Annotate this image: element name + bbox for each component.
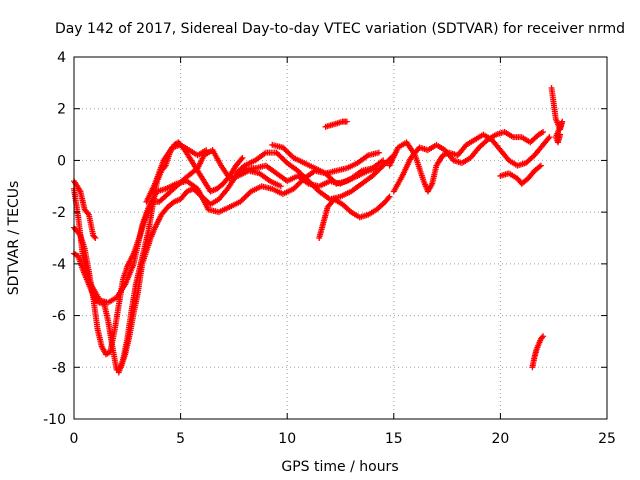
data-point xyxy=(546,134,553,141)
axis-ticks: 0 5 10 15 20 25 -10 -8 -6 -4 -2 0 2 4 xyxy=(43,50,616,447)
y-tick-label: -2 xyxy=(52,205,66,221)
data-point xyxy=(538,334,545,341)
x-axis-label: GPS time / hours xyxy=(281,459,398,475)
y-tick-label: 4 xyxy=(57,50,66,66)
x-tick-label: 20 xyxy=(491,431,509,447)
data-point xyxy=(84,210,91,217)
plot-border xyxy=(73,56,608,420)
data-point xyxy=(76,231,83,238)
data-point xyxy=(239,154,246,161)
chart-title: Day 142 of 2017, Sidereal Day-to-day VTE… xyxy=(55,21,625,37)
data-point xyxy=(289,153,296,160)
data-point xyxy=(386,193,393,200)
x-tick-label: 0 xyxy=(70,431,79,447)
y-tick-label: -6 xyxy=(52,309,66,325)
data-point xyxy=(545,135,552,142)
data-point xyxy=(385,194,392,201)
x-tick-label: 10 xyxy=(278,431,296,447)
data-point xyxy=(540,128,547,135)
data-point xyxy=(246,189,253,196)
data-point xyxy=(91,233,98,240)
y-tick-label: -8 xyxy=(52,360,66,376)
grid-lines xyxy=(74,57,607,419)
data-point xyxy=(343,118,350,125)
x-tick-label: 25 xyxy=(598,431,616,447)
data-point xyxy=(537,162,544,169)
y-tick-label: 2 xyxy=(57,102,66,118)
x-tick-label: 5 xyxy=(176,431,185,447)
y-tick-label: 0 xyxy=(57,153,66,169)
data-point xyxy=(92,235,99,241)
data-points xyxy=(71,85,566,376)
y-tick-label: -4 xyxy=(52,257,66,273)
data-point xyxy=(540,333,547,340)
y-tick-label: -10 xyxy=(43,412,66,428)
data-point xyxy=(203,147,210,154)
data-point xyxy=(277,183,284,190)
y-axis-label: SDTVAR / TECUs xyxy=(6,181,22,296)
x-tick-label: 15 xyxy=(385,431,403,447)
data-point xyxy=(238,156,245,163)
data-point xyxy=(536,163,543,170)
data-point xyxy=(375,149,382,156)
data-point xyxy=(557,131,564,138)
